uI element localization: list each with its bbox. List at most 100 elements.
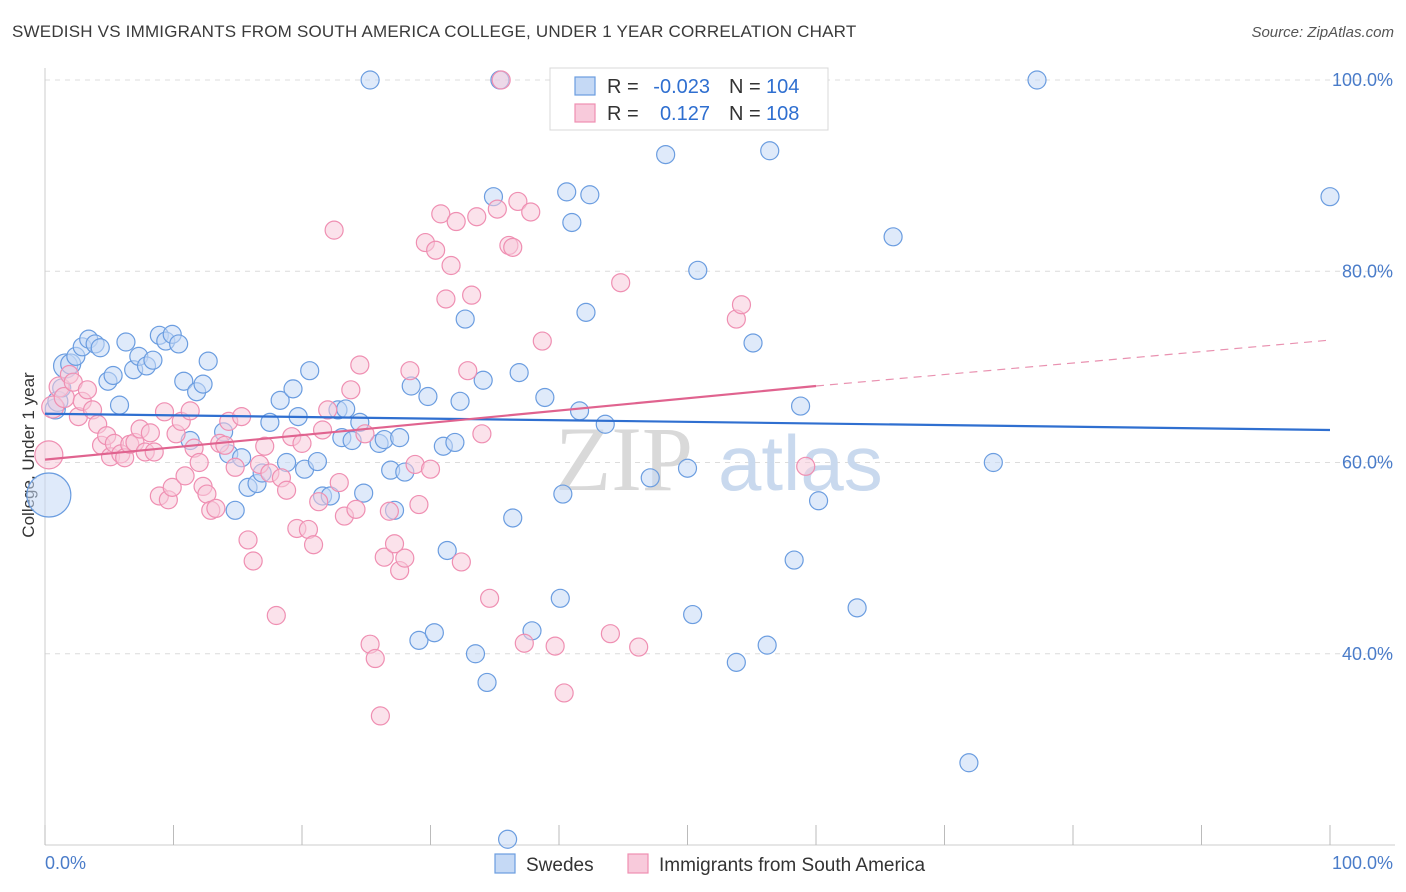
x-tick-label-0: 0.0% (45, 853, 86, 873)
immigrants-point-59 (329, 472, 349, 493)
immigrants-point-86 (467, 207, 487, 227)
immigrants-point-85 (462, 285, 482, 305)
swedes-point-63 (437, 540, 457, 561)
immigrants-point-29 (175, 466, 195, 486)
immigrants-point-90 (491, 70, 511, 90)
swedes-point-27 (198, 351, 218, 371)
immigrants-point-0 (34, 440, 64, 470)
immigrants-point-32 (189, 452, 209, 473)
immigrants-point-69 (379, 501, 399, 521)
immigrants-point-97 (545, 636, 565, 656)
immigrants-point-93 (508, 191, 528, 212)
swedes-point-89 (683, 604, 703, 625)
immigrants-point-92 (503, 237, 523, 257)
swedes-point-65 (450, 391, 470, 411)
swedes-point-92 (743, 333, 763, 353)
immigrants-point-104 (796, 456, 816, 476)
swedes-point-14 (116, 332, 136, 352)
immigrants-point-52 (292, 433, 312, 453)
swedes-point-61 (424, 623, 444, 643)
swedes-point-101 (983, 452, 1003, 473)
swedes-regression-line (44, 412, 1331, 432)
x-tick-label-1: 100.0% (1332, 853, 1393, 873)
y-tick-label-2: 80.0% (1342, 261, 1393, 281)
legend-r-value-1: 0.127 (660, 103, 710, 125)
immigrants-point-49 (276, 480, 297, 500)
swedes-point-74 (509, 363, 529, 383)
immigrants-point-77 (420, 459, 441, 479)
immigrants-point-81 (441, 255, 461, 276)
immigrants-point-83 (451, 552, 471, 572)
immigrants-point-96 (532, 331, 552, 351)
swedes-point-38 (283, 379, 303, 399)
immigrants-point-8 (77, 380, 98, 400)
x-tick-labels: 0.0% 100.0% (45, 853, 1393, 873)
immigrants-point-82 (446, 211, 466, 232)
swedes-point-100 (959, 753, 979, 773)
immigrants-point-57 (318, 400, 338, 420)
immigrants-point-70 (384, 534, 405, 554)
immigrants-point-68 (374, 547, 394, 567)
immigrants-point-88 (480, 588, 500, 608)
immigrants-point-103 (731, 295, 752, 315)
immigrants-point-45 (255, 436, 275, 456)
legend-n-label-0: N = (729, 76, 761, 98)
swedes-point-94 (760, 141, 780, 161)
swedes-point-67 (465, 644, 486, 664)
bottom-legend-swatch-1 (627, 853, 649, 874)
immigrants-point-79 (431, 204, 451, 224)
swedes-point-51 (360, 70, 380, 90)
immigrants-point-58 (324, 220, 344, 240)
immigrants-point-87 (472, 424, 492, 444)
swedes-point-13 (109, 395, 130, 415)
immigrants-regression-extension (815, 339, 1331, 387)
immigrants-point-66 (365, 648, 385, 669)
immigrants-point-73 (400, 361, 420, 381)
swedes-point-84 (595, 414, 615, 434)
swedes-point-76 (535, 387, 555, 408)
grid-lines (45, 79, 1395, 655)
swedes-point-78 (553, 484, 573, 504)
swedes-point-66 (455, 309, 475, 329)
swedes-point-98 (847, 598, 867, 618)
legend-n-label-1: N = (729, 103, 761, 125)
immigrants-point-56 (312, 420, 333, 440)
chart-title: SWEDISH VS IMMIGRANTS FROM SOUTH AMERICA… (12, 22, 857, 41)
swedes-point-36 (270, 390, 290, 410)
immigrants-point-24 (154, 402, 175, 422)
swedes-point-77 (550, 588, 570, 608)
swedes-point-30 (225, 500, 245, 520)
source-credit: Source: ZipAtlas.com (1251, 24, 1394, 41)
immigrants-point-84 (458, 361, 478, 381)
immigrants-point-54 (303, 535, 324, 555)
swedes-point-97 (808, 491, 829, 511)
swedes-point-103 (1320, 187, 1340, 207)
immigrants-point-99 (600, 624, 621, 644)
immigrants-point-47 (266, 605, 286, 626)
immigrants-point-94 (514, 633, 534, 653)
immigrants-point-78 (426, 240, 446, 260)
immigrants-point-22 (144, 442, 164, 462)
swedes-point-23 (174, 371, 194, 391)
immigrants-point-80 (436, 289, 456, 309)
swedes-point-93 (757, 635, 777, 655)
immigrants-point-43 (243, 551, 263, 571)
swedes-point-50 (354, 483, 374, 503)
swedes-point-72 (498, 829, 518, 849)
immigrants-point-26 (162, 477, 182, 497)
swedes-point-80 (562, 212, 582, 233)
y-tick-label-1: 60.0% (1342, 453, 1393, 473)
bottom-legend: Swedes Immigrants from South America (494, 853, 926, 876)
immigrants-point-38 (215, 435, 235, 455)
immigrants-point-75 (409, 494, 429, 515)
legend-n-value-0: 104 (766, 76, 799, 98)
legend-r-label-0: R = (607, 76, 639, 98)
immigrants-point-100 (611, 273, 631, 293)
swedes-point-47 (336, 399, 356, 419)
swedes-point-56 (390, 428, 410, 448)
immigrants-point-67 (370, 706, 390, 726)
swedes-point-91 (726, 652, 746, 672)
immigrants-point-95 (521, 202, 541, 222)
swedes-point-81 (569, 401, 590, 421)
